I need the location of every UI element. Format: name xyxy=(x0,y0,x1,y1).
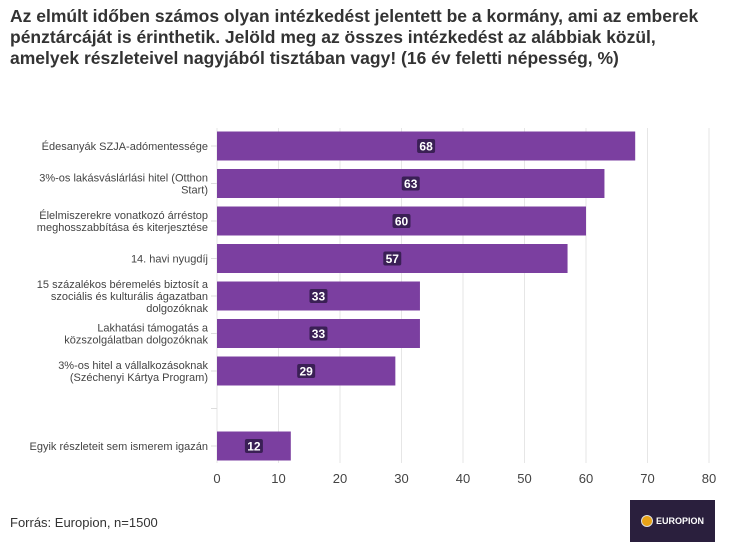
data-label: 60 xyxy=(395,215,409,229)
data-label-bg xyxy=(244,439,263,453)
x-tick-label: 70 xyxy=(640,471,654,486)
europion-logo: EUROPION xyxy=(630,500,715,542)
x-tick-label: 40 xyxy=(456,471,470,486)
x-tick-label: 0 xyxy=(213,471,220,486)
data-label: 33 xyxy=(312,327,326,341)
category-label: Édesanyák SZJA-adómentessége xyxy=(42,140,208,153)
data-label: 12 xyxy=(247,440,261,454)
x-tick-label: 30 xyxy=(394,471,408,486)
category-label: 3%-os lakásváslárlási hitel (Otthon Start… xyxy=(39,173,208,197)
category-label: Lakhatási támogatás a közszolgálatban dol… xyxy=(64,323,209,347)
data-label: 68 xyxy=(419,140,433,154)
bar-chart: 0 10 20 30 40 50 60 70 80 Édesanyák SZJA-adómente… xyxy=(29,128,716,486)
category-label: 15 százalékos béremelés biztosít a szociá… xyxy=(37,279,209,315)
chart-title: Az elmúlt időben számos olyan intézkedés… xyxy=(10,6,699,68)
data-label: 63 xyxy=(404,177,418,191)
data-label-bg xyxy=(309,326,328,341)
x-tick-label: 20 xyxy=(333,471,347,486)
x-tick-label: 80 xyxy=(702,471,716,486)
data-label-bg xyxy=(401,176,420,191)
data-label-bg xyxy=(297,364,316,378)
category-label: 3%-os hitel a vállalkozásoknak (Széchenyi… xyxy=(58,360,208,384)
category-label: Egyik részleteit sem ismerem igazán xyxy=(29,441,208,453)
data-label: 29 xyxy=(299,365,313,379)
data-label: 33 xyxy=(312,290,326,304)
x-tick-label: 60 xyxy=(579,471,593,486)
data-label-bg xyxy=(383,251,402,266)
source-note: Forrás: Europion, n=1500 xyxy=(10,515,158,530)
logo-icon xyxy=(640,515,653,527)
category-label: Élelmiszerekre vonatkozó árréstop meghoss… xyxy=(37,209,208,234)
data-label: 57 xyxy=(386,252,400,266)
category-label: 14. havi nyugdíj xyxy=(131,254,208,266)
x-tick-label: 10 xyxy=(271,471,285,486)
data-label-bg xyxy=(417,139,436,153)
x-tick-label: 50 xyxy=(517,471,531,486)
data-label-bg xyxy=(309,289,328,303)
data-label-bg xyxy=(392,214,411,228)
